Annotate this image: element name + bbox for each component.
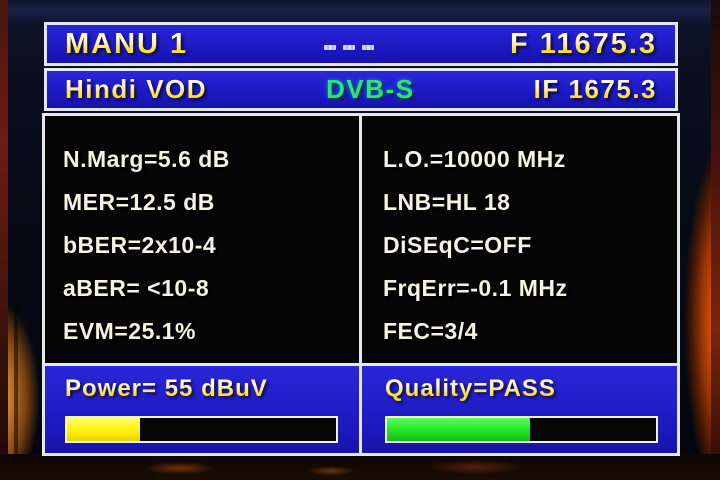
quality-bar-fill bbox=[387, 418, 530, 441]
power-bar-track bbox=[65, 416, 338, 443]
metric-bber: bBER=2x10-4 bbox=[63, 232, 217, 258]
metric-lo-frequency: L.O.=10000 MHz bbox=[383, 146, 566, 172]
vertical-divider bbox=[359, 116, 362, 453]
metric-fec: FEC=3/4 bbox=[383, 318, 478, 344]
quality-section: Quality=PASS bbox=[361, 366, 677, 453]
metric-mer: MER=12.5 dB bbox=[63, 189, 215, 215]
metric-diseqc: DiSEqC=OFF bbox=[383, 232, 532, 258]
channel-name: Hindi VOD bbox=[65, 74, 208, 104]
power-section: Power= 55 dBuV bbox=[45, 366, 361, 453]
metric-lnb: LNB=HL 18 bbox=[383, 189, 511, 215]
metrics-column-left: N.Marg=5.6 dB MER=12.5 dB bBER=2x10-4 aB… bbox=[45, 116, 361, 363]
broadcast-standard: DVB-S bbox=[326, 74, 415, 104]
plan-name: MANU 1 bbox=[65, 27, 189, 60]
background-bottom-strip bbox=[0, 454, 720, 480]
measurement-panel: N.Marg=5.6 dB MER=12.5 dB bBER=2x10-4 aB… bbox=[42, 113, 680, 456]
if-readout: IF 1675.3 bbox=[533, 74, 658, 104]
power-label: Power= 55 dBuV bbox=[65, 375, 361, 403]
channel-bar: Hindi VOD DVB-S IF 1675.3 bbox=[44, 68, 678, 111]
background-right-edge bbox=[711, 0, 720, 480]
quality-bar-track bbox=[385, 416, 658, 443]
quality-label: Quality=PASS bbox=[385, 375, 677, 403]
power-bar-fill bbox=[67, 418, 140, 441]
metric-freq-error: FrqErr=-0.1 MHz bbox=[383, 275, 568, 301]
metrics-area: N.Marg=5.6 dB MER=12.5 dB bBER=2x10-4 aB… bbox=[45, 116, 677, 363]
tiny-indicator-marks-icon bbox=[324, 44, 375, 50]
metrics-column-right: L.O.=10000 MHz LNB=HL 18 DiSEqC=OFF FrqE… bbox=[361, 116, 677, 363]
metric-evm: EVM=25.1% bbox=[63, 318, 196, 344]
frequency-readout: F 11675.3 bbox=[510, 27, 658, 60]
top-bar: MANU 1 F 11675.3 bbox=[44, 22, 678, 66]
metric-noise-margin: N.Marg=5.6 dB bbox=[63, 146, 230, 172]
background-left-edge bbox=[0, 0, 8, 480]
metric-aber: aBER= <10-8 bbox=[63, 275, 210, 301]
